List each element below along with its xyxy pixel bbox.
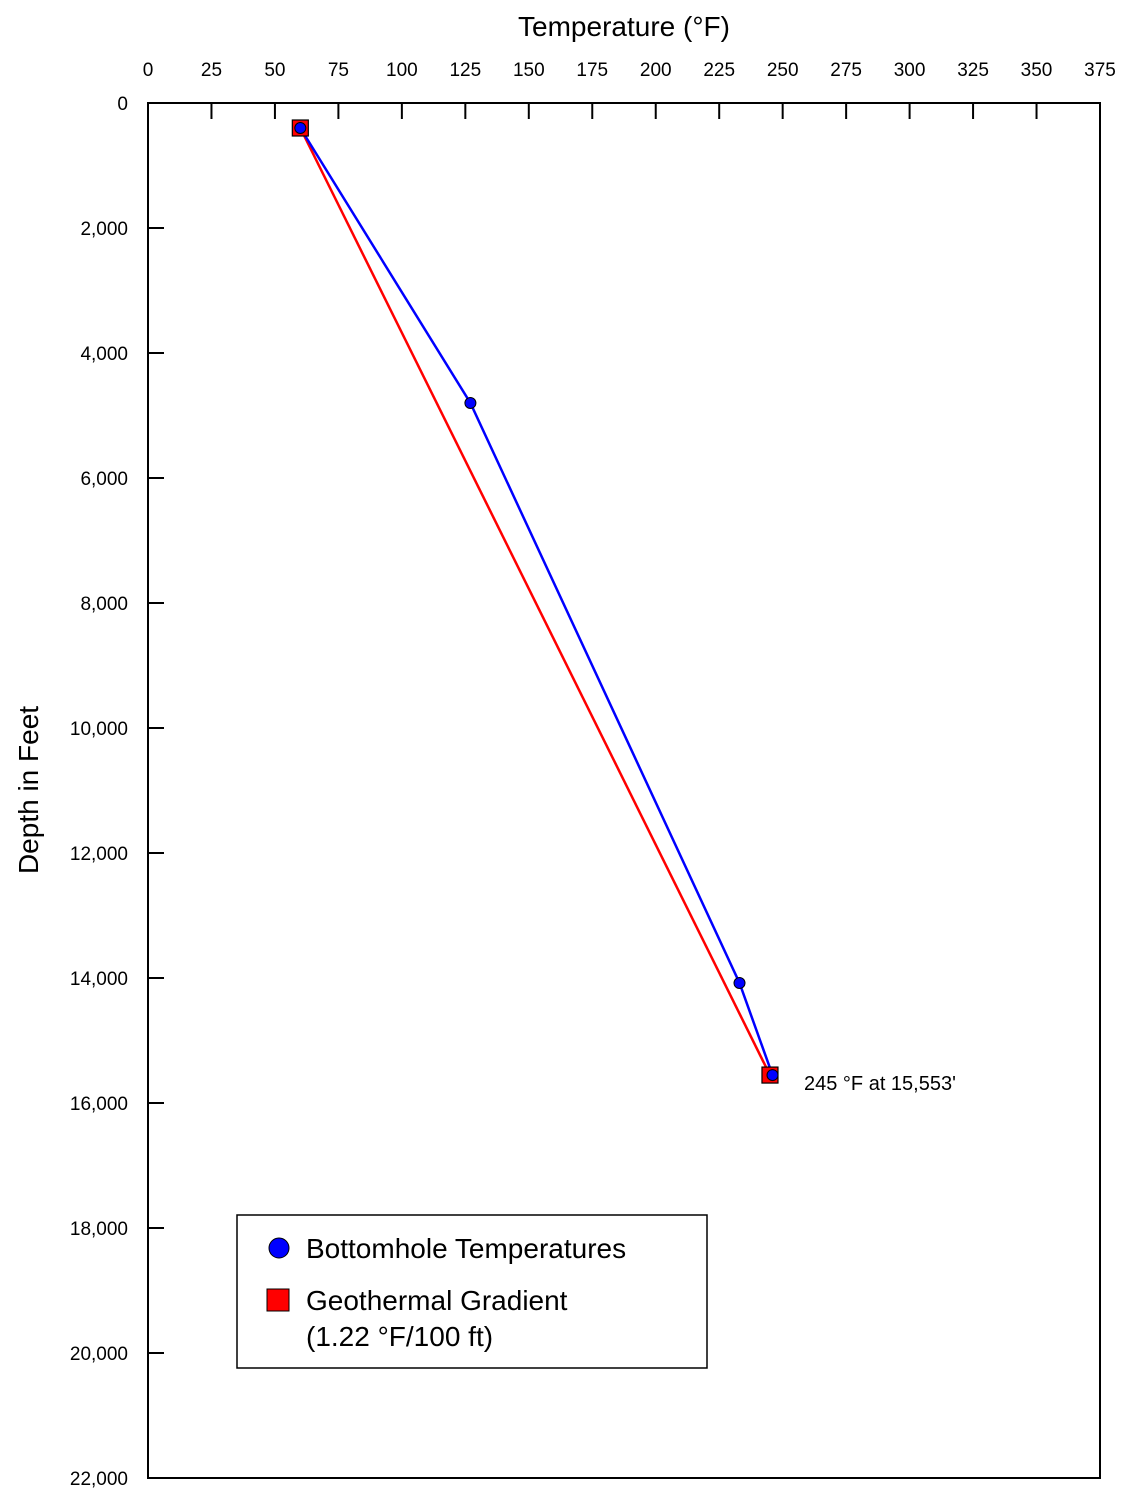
x-axis-title: Temperature (°F): [518, 11, 730, 42]
x-tick-label: 225: [703, 60, 735, 81]
y-tick-label: 0: [117, 94, 128, 115]
legend-marker-bottomhole: [268, 1237, 290, 1259]
x-tick-label: 50: [264, 60, 285, 81]
legend-label-bottomhole: Bottomhole Temperatures: [306, 1233, 626, 1264]
x-tick-label: 200: [640, 60, 672, 81]
x-tick-label: 175: [576, 60, 608, 81]
x-tick-label: 275: [830, 60, 862, 81]
y-tick-label: 18,000: [70, 1219, 128, 1240]
x-tick-label: 25: [201, 60, 222, 81]
x-tick-label: 300: [894, 60, 926, 81]
y-tick-label: 14,000: [70, 969, 128, 990]
endpoint-annotation: 245 °F at 15,553': [804, 1073, 956, 1095]
y-tick-label: 12,000: [70, 844, 128, 865]
plot-area-frame: [147, 102, 1101, 1479]
x-tick-label: 250: [767, 60, 799, 81]
geothermal-gradient-line: [299, 127, 772, 1076]
bottomhole-temperature-point: [766, 1069, 779, 1082]
bottomhole-temperature-point: [464, 397, 477, 409]
legend: Bottomhole Temperatures Geothermal Gradi…: [236, 1214, 708, 1369]
legend-label-gradient: Geothermal Gradient: [306, 1285, 568, 1316]
y-axis-title: Depth in Feet: [13, 706, 44, 874]
y-tick-label: 6,000: [80, 469, 128, 490]
x-tick-label: 0: [143, 60, 154, 81]
y-tick-label: 4,000: [80, 344, 128, 365]
x-tick-label: 100: [386, 60, 418, 81]
bottomhole-temperature-point: [294, 122, 307, 134]
legend-label-gradient-rate: (1.22 °F/100 ft): [306, 1321, 493, 1352]
y-tick-label: 22,000: [70, 1469, 128, 1490]
legend-marker-gradient: [266, 1288, 290, 1312]
y-tick-label: 10,000: [70, 719, 128, 740]
y-tick-label: 2,000: [80, 219, 128, 240]
y-tick-label: 20,000: [70, 1344, 128, 1365]
legend-box: [236, 1214, 708, 1369]
x-tick-label: 350: [1021, 60, 1053, 81]
x-tick-label: 150: [513, 60, 545, 81]
y-tick-label: 8,000: [80, 594, 128, 615]
bottomhole-temperature-line: [299, 127, 774, 1076]
x-tick-label: 325: [957, 60, 989, 81]
x-tick-label: 375: [1084, 60, 1116, 81]
y-tick-label: 16,000: [70, 1094, 128, 1115]
x-tick-label: 125: [449, 60, 481, 81]
bottomhole-temperature-point: [733, 977, 746, 989]
x-tick-label: 75: [328, 60, 349, 81]
